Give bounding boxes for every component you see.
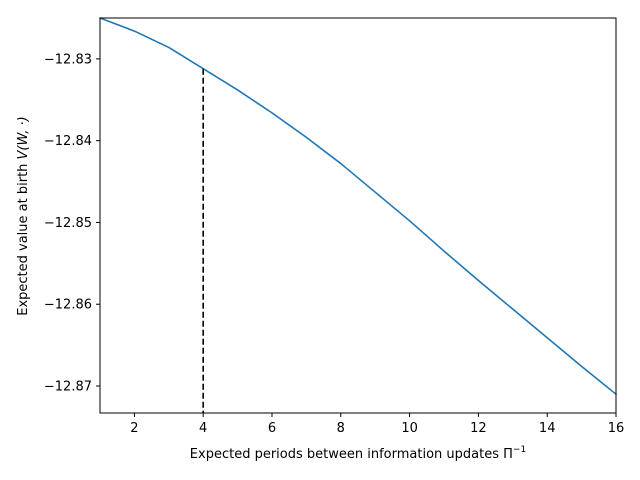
y-tick-label: −12.87 [44, 380, 92, 395]
plot-frame [99, 17, 617, 414]
x-tick-label: 6 [268, 421, 276, 436]
y-tick-label: −12.86 [44, 298, 92, 313]
x-tick-label: 16 [608, 421, 625, 436]
axis-ticks: 2 4 6 8 10 12 14 16 −12.83 −12.84 −12.85 −12.86 −12.… [44, 52, 624, 436]
y-tick-label: −12.85 [44, 216, 92, 231]
y-axis-label: Expected value at birth V(W, ·) [16, 116, 31, 316]
x-axis-label: Expected periods between information upd… [190, 445, 526, 462]
x-tick-label: 8 [337, 421, 345, 436]
x-tick-label: 2 [130, 421, 138, 436]
x-tick-label: 10 [401, 421, 418, 436]
x-tick-label: 14 [539, 421, 556, 436]
y-tick-label: −12.84 [44, 134, 92, 149]
x-tick-label: 4 [199, 421, 207, 436]
plot-area [99, 17, 617, 413]
x-tick-label: 12 [470, 421, 487, 436]
y-tick-label: −12.83 [44, 52, 92, 67]
series-line-0 [99, 17, 617, 395]
